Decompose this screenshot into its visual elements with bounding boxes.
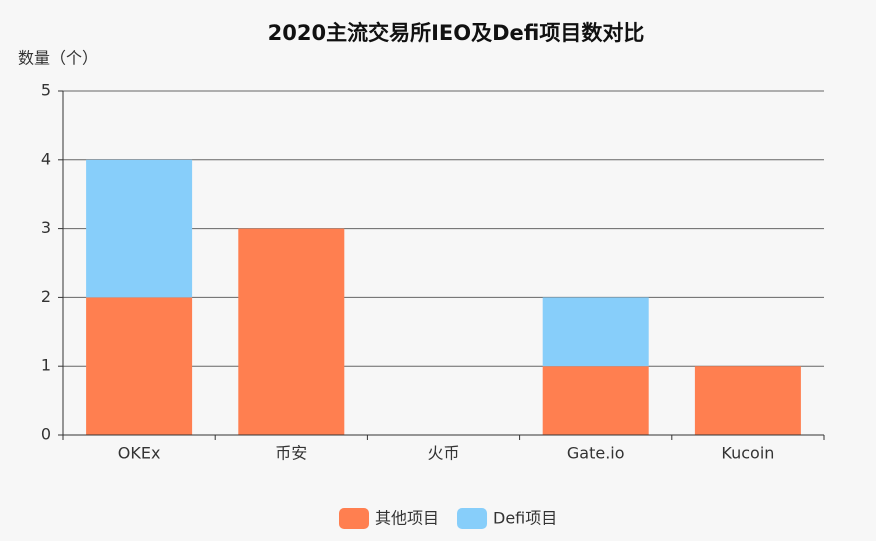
legend-label: 其他项目 (375, 509, 439, 528)
x-tick-label: 火币 (427, 444, 459, 463)
x-tick-label: OKEx (118, 444, 161, 463)
bar (542, 366, 649, 435)
y-tick-label: 1 (41, 356, 51, 375)
legend-swatch (339, 508, 369, 529)
bar (86, 297, 193, 435)
chart-title: 2020主流交易所IEO及Defi项目数对比 (268, 21, 645, 45)
y-tick-label: 4 (41, 149, 51, 168)
y-tick-label: 3 (41, 218, 51, 237)
x-tick-label: 币安 (275, 444, 307, 463)
y-tick-label: 2 (41, 287, 51, 306)
bar (238, 228, 345, 435)
bar (86, 159, 193, 298)
legend-swatch (457, 508, 488, 529)
y-tick-label: 5 (41, 81, 51, 100)
bar (542, 297, 649, 367)
legend: 其他项目 Defi项目 (339, 508, 557, 529)
x-tick-label: Gate.io (567, 444, 625, 463)
y-axis-label: 数量（个） (18, 49, 98, 68)
x-tick-label: Kucoin (721, 444, 774, 463)
y-tick-label: 0 (41, 425, 51, 444)
legend-label: Defi项目 (493, 509, 557, 528)
bar (694, 366, 801, 435)
